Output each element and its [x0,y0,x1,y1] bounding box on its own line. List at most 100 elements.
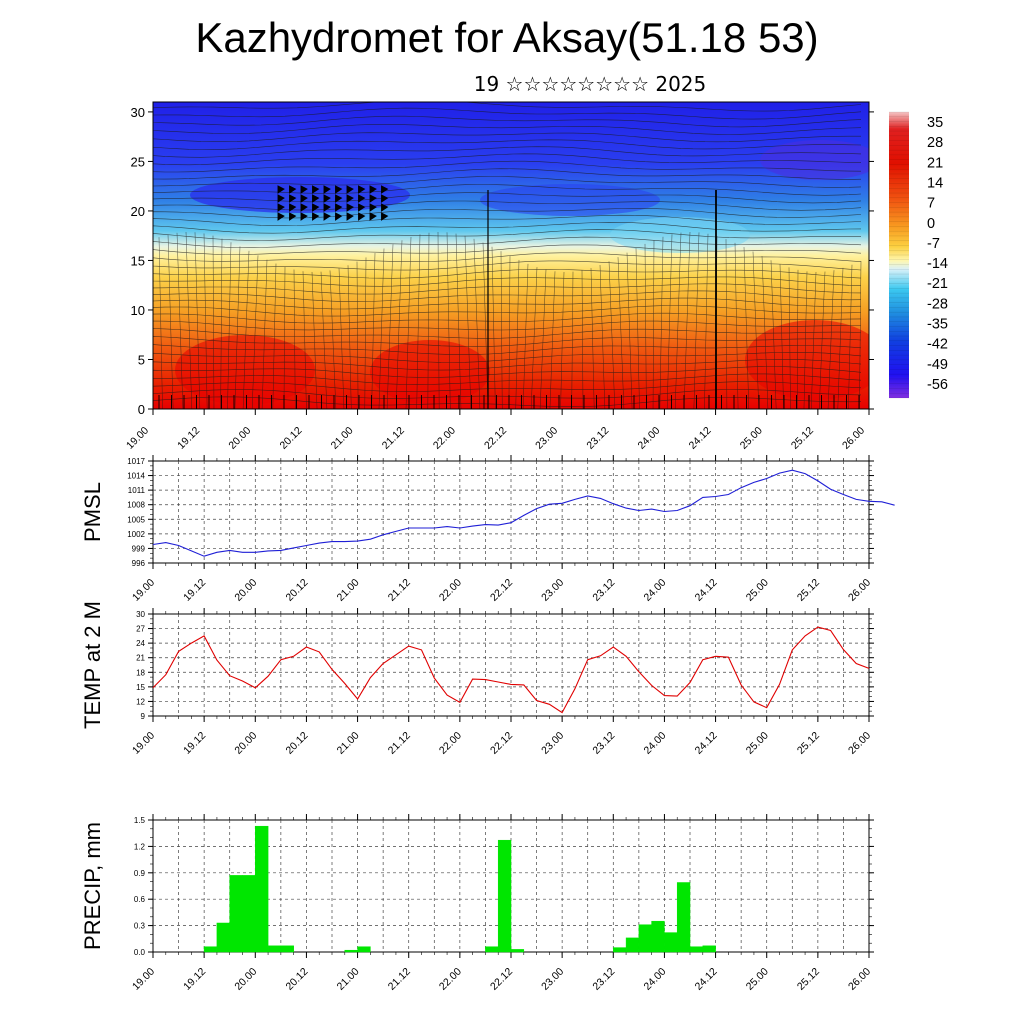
precip-bar [689,946,704,953]
streamline [704,233,709,409]
wind-flag [289,212,297,221]
x-tick-label: 19.00 [130,577,157,604]
streamline [386,244,394,409]
contour-line [153,297,862,310]
precip-bar [357,946,371,953]
contour-line [153,132,861,143]
streamline [608,261,616,409]
colorbar-label: -56 [927,377,948,393]
wind-flag [289,203,297,212]
contour-line [153,124,862,135]
y-tick-label: 1008 [127,501,145,510]
temperature-panel: 9 12 15 18 21 24 27 30 19.00 19.12 20.00 20.12 21.00… [80,601,874,757]
x-tick-label: 25.12 [789,425,816,452]
wind-flag [369,194,377,203]
streamline [590,268,595,409]
contour-line [153,305,862,317]
streamline [644,243,647,409]
streamline [311,271,318,409]
precip-bar [344,949,358,953]
streamline [581,270,584,409]
streamline [405,236,412,409]
warm-core-1 [175,335,315,405]
wind-flag [300,212,308,221]
contour-line [153,328,862,339]
y-tick-label: 999 [132,544,146,553]
series-line [152,626,870,714]
y-tick-label: 10 [131,303,145,318]
precip-bar [651,920,665,953]
streamline [185,232,193,409]
streamline [203,233,208,409]
x-tick-label: 26.00 [846,966,873,993]
streamline [261,259,268,409]
x-tick-label: 26.00 [846,730,873,757]
contour-line [153,396,862,407]
precip-bar [638,924,652,953]
streamline [455,233,462,409]
y-tick-label: 20 [131,204,145,219]
cold-core-3 [760,140,869,180]
y-tick-label: 0.3 [134,922,146,931]
streamline [364,257,367,409]
y-tick-label: 1017 [127,457,145,466]
streamline [725,239,728,409]
x-tick-label: 21.12 [386,966,413,993]
wind-flag [381,194,389,203]
y-tick-label: 1002 [127,530,145,539]
colorbar-label: 7 [927,196,935,212]
colorbar: 35 28 21 14 7 0 -7 -14 -21 -28 -35 -42 -49 -56 [889,111,948,399]
series-line [152,469,895,557]
wind-flag [289,185,297,194]
x-tick-label: 19.12 [181,577,208,604]
precipitation-panel: 0.0 0.3 0.6 0.9 1.2 1.5 19.00 19.12 20.00 20.12 21… [80,814,874,993]
x-tick-label: 23.00 [539,577,566,604]
contour-line [153,208,862,219]
streamline [549,271,556,409]
x-tick-label: 20.00 [232,730,259,757]
x-tick-label: 21.00 [335,966,362,993]
x-tick-label: 25.12 [795,577,822,604]
x-tick-label: 25.00 [744,966,771,993]
contour-line [153,389,862,399]
streamline [234,246,241,409]
y-tick-label: 21 [136,654,145,663]
x-tick-label: 19.00 [130,730,157,757]
streamline [338,268,345,409]
x-tick-label: 21.12 [386,730,413,757]
wind-flag [300,185,308,194]
wind-flag [381,203,389,212]
streamline [194,232,201,409]
streamline [659,236,664,409]
x-tick-label: 22.00 [437,577,464,604]
x-tick-label: 20.12 [277,425,304,452]
y-tick-label: 30 [136,610,145,619]
wind-flag [289,194,297,203]
y-tick-label: 30 [131,105,145,120]
y-axis-label: PRECIP, mm [80,822,105,950]
colorbar-label: -14 [927,256,948,272]
wind-flag [369,212,377,221]
contour-line [153,168,862,180]
contour-line [153,283,862,295]
x-tick-label: 25.00 [744,730,771,757]
streamline [674,232,682,409]
precip-bar [485,946,499,953]
wind-flag [335,185,343,194]
x-tick-label: 23.00 [539,730,566,757]
y-tick-label: 1005 [127,515,145,524]
wind-flag [369,203,377,212]
colorbar-label: 35 [927,115,943,131]
streamline [482,242,489,409]
x-tick-label: 25.00 [744,577,771,604]
streamline [652,240,655,409]
streamline [329,270,337,409]
streamline [626,252,633,409]
precip-bar [203,946,218,953]
wind-flag [323,203,331,212]
wind-flag [323,212,331,221]
streamline [796,269,799,409]
contour-line [153,192,862,204]
precip-bar [664,932,678,953]
precip-bar [625,937,640,953]
